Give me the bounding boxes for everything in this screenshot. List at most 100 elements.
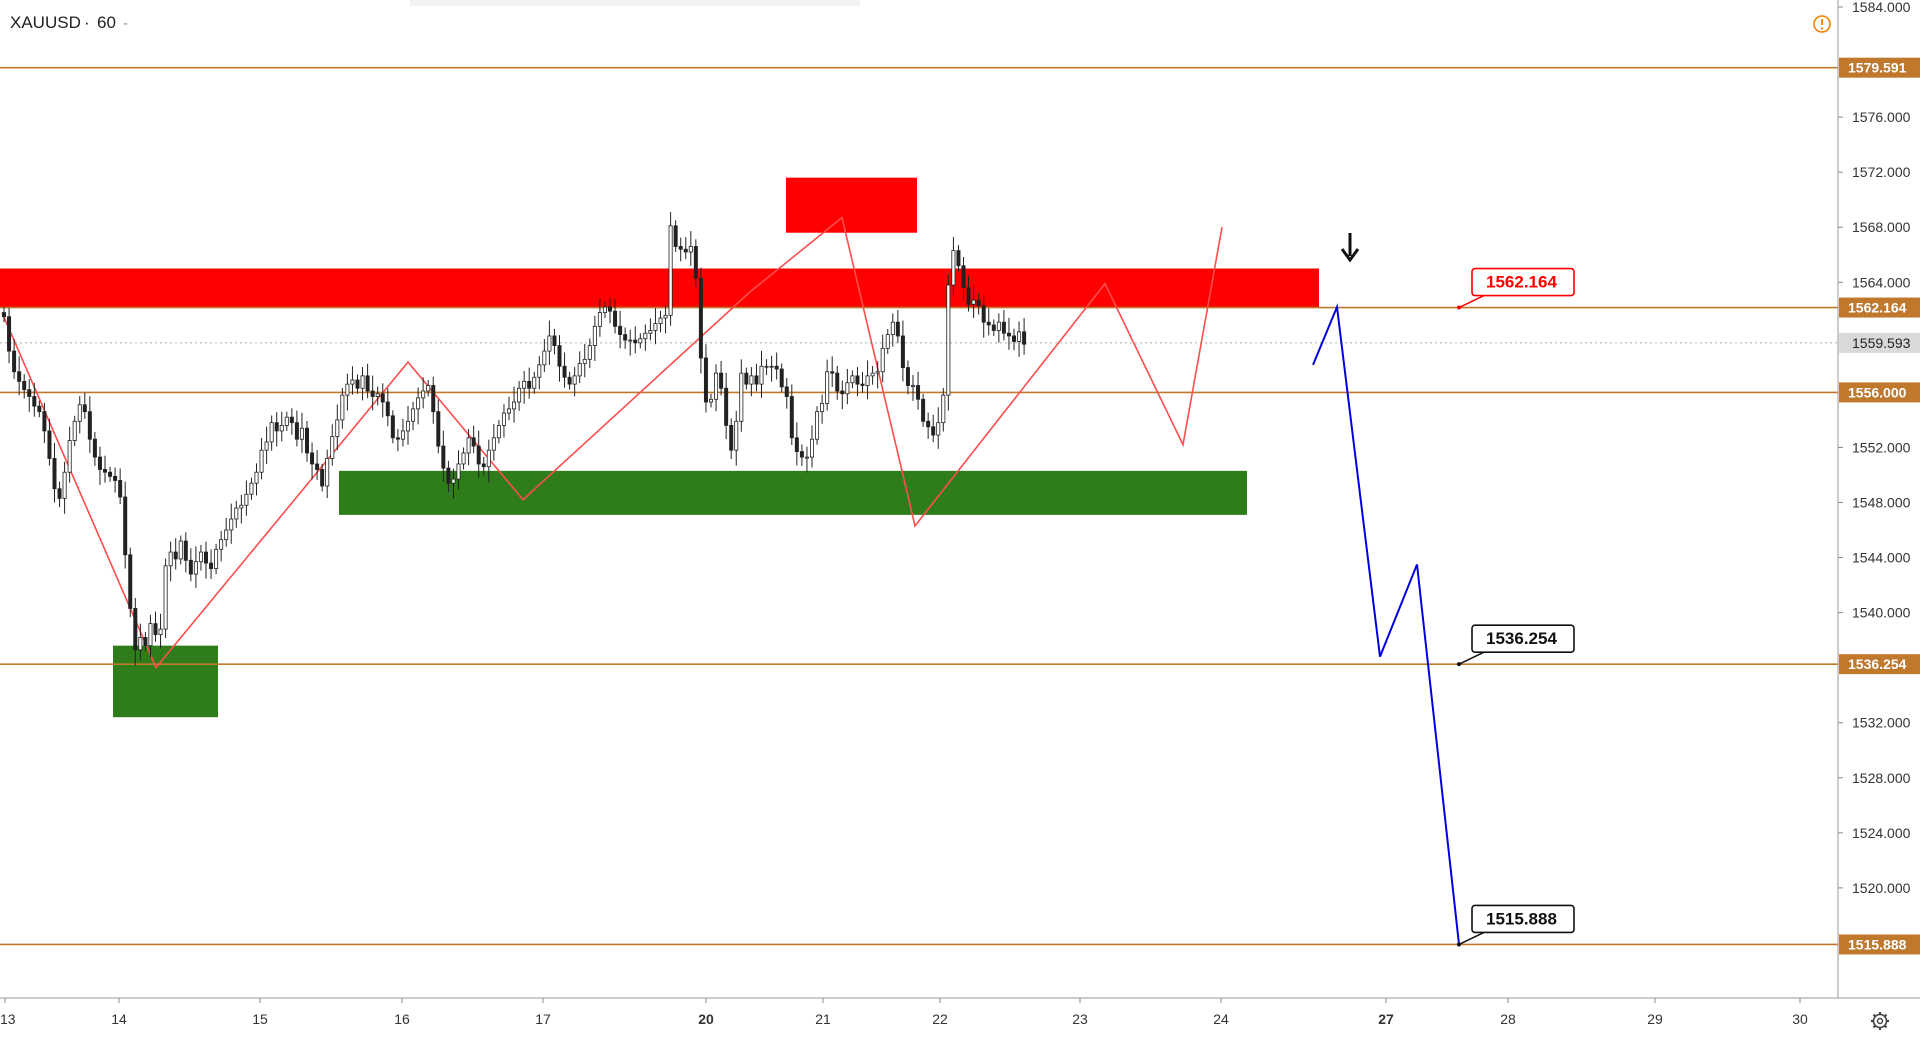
candle-body (628, 339, 633, 342)
candle-body (981, 305, 986, 323)
candle-body (315, 463, 320, 470)
candle (815, 406, 820, 445)
candle-body (279, 425, 284, 432)
candle-body (375, 393, 380, 397)
candle-body (936, 422, 941, 436)
candle-body (698, 277, 703, 359)
level-price-label: 1515.888 (1848, 936, 1907, 952)
level-price-label: 1579.591 (1848, 60, 1907, 76)
candle (77, 395, 82, 434)
candle (976, 293, 981, 315)
candle-body (249, 482, 254, 495)
candle (810, 425, 815, 468)
candle-body (522, 380, 527, 389)
candle (592, 315, 597, 362)
candle-body (810, 438, 815, 458)
candle-body (623, 334, 628, 341)
candle-body (911, 385, 916, 387)
y-tick-label: 1532.000 (1852, 715, 1911, 731)
candle (143, 631, 148, 652)
candle (299, 412, 304, 453)
interval-label[interactable]: 60 (97, 13, 116, 32)
candle-body (895, 321, 900, 337)
candle-body (830, 371, 835, 374)
candle (501, 404, 506, 438)
gear-icon[interactable] (1871, 1012, 1889, 1030)
time-axis[interactable] (0, 998, 1838, 1042)
candle (209, 549, 214, 580)
candle (734, 410, 739, 466)
candle-body (481, 463, 486, 468)
candle-body (1017, 331, 1022, 342)
candle (7, 307, 12, 364)
x-tick-label: 23 (1072, 1011, 1088, 1027)
candle (820, 394, 825, 424)
price-callout[interactable]: 1536.254 (1457, 624, 1575, 667)
candle-body (512, 401, 517, 410)
candle-body (971, 299, 976, 305)
candle (92, 432, 97, 466)
candle (370, 375, 375, 411)
candle (416, 387, 421, 425)
candle (37, 400, 42, 418)
candle-body (921, 398, 926, 422)
candle-body (552, 335, 557, 346)
alert-circle-icon[interactable] (1813, 15, 1831, 33)
candle (219, 530, 224, 562)
candle-body (668, 225, 673, 316)
candle-body (991, 324, 996, 331)
candle-body (2, 312, 7, 318)
candle-body (693, 246, 698, 279)
candle-body (193, 561, 198, 575)
symbol-label[interactable]: XAUUSD (10, 13, 81, 32)
candle (123, 481, 128, 569)
candle (188, 548, 193, 582)
price-axis[interactable] (1838, 0, 1920, 998)
candle (628, 329, 633, 356)
candle (1001, 310, 1006, 341)
candle (996, 313, 1001, 343)
candle-body (17, 371, 22, 382)
candle-body (764, 365, 769, 368)
candle (683, 237, 688, 260)
candle (330, 424, 335, 466)
candle-body (395, 437, 400, 440)
candle-body (259, 449, 264, 473)
candle-body (239, 504, 244, 509)
candle-body (1012, 335, 1017, 342)
candle-body (411, 408, 416, 422)
candle (517, 381, 522, 411)
candle (744, 367, 749, 390)
candle (173, 538, 178, 570)
candle (1012, 328, 1017, 351)
candle-body (92, 438, 97, 458)
candle (461, 447, 466, 470)
candle (198, 544, 203, 571)
candle (855, 367, 860, 397)
candle (138, 623, 143, 661)
candle-body (138, 636, 143, 651)
candle (395, 429, 400, 452)
candle (774, 352, 779, 380)
candle-body (158, 628, 163, 636)
candle (431, 376, 436, 424)
candle (103, 455, 108, 483)
candle (355, 374, 360, 394)
candle (264, 426, 269, 464)
candle-body (461, 452, 466, 465)
candle (446, 460, 451, 493)
candle-body (744, 372, 749, 385)
candle (315, 450, 320, 480)
candle (203, 541, 208, 579)
candle (643, 324, 648, 351)
price-callout[interactable]: 1562.164 (1457, 267, 1575, 310)
price-callout[interactable]: 1515.888 (1457, 904, 1575, 947)
candle-body (269, 422, 274, 443)
candle (709, 393, 714, 408)
candle (491, 424, 496, 461)
candle-body (845, 382, 850, 395)
candle (436, 399, 441, 454)
candle-body (835, 372, 840, 392)
